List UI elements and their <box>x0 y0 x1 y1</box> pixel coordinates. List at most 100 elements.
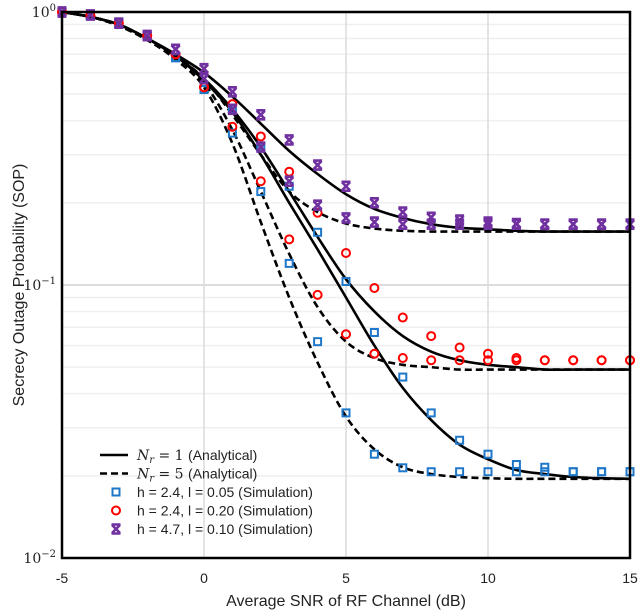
circle-marker <box>255 131 266 142</box>
x-marker-stroke <box>341 212 351 224</box>
x-marker <box>483 218 493 230</box>
square-marker <box>256 187 266 197</box>
x-marker-stroke <box>397 218 408 230</box>
circle-marker <box>426 331 437 342</box>
x-marker <box>284 175 295 188</box>
x-marker <box>227 86 238 98</box>
x-marker <box>85 9 96 21</box>
x-marker-stroke <box>511 218 522 230</box>
square-marker <box>597 467 607 477</box>
x-marker-stroke <box>369 197 380 209</box>
square-marker <box>313 337 323 347</box>
circle-marker <box>568 355 579 366</box>
circle-marker <box>227 121 238 132</box>
x-marker-stroke <box>539 218 550 230</box>
square-marker <box>426 467 436 477</box>
x-marker-stroke <box>284 175 295 188</box>
x-marker <box>369 216 380 228</box>
x-marker-stroke <box>113 17 124 29</box>
x-marker-stroke <box>568 218 579 230</box>
x-marker <box>199 62 209 75</box>
y-axis-label: Secrecy Outage Probability (SOP) <box>11 164 28 407</box>
x-marker <box>426 211 437 224</box>
x-marker-stroke <box>199 72 209 85</box>
legend-marker-x <box>111 523 121 535</box>
x-marker <box>397 218 408 230</box>
x-tick-label: 10 <box>480 570 496 586</box>
square-marker <box>568 467 578 477</box>
x-marker <box>255 141 266 153</box>
x-marker-stroke <box>312 159 323 171</box>
circle-marker <box>255 176 266 187</box>
legend-label: h = 2.4, l = 0.05 (Simulation) <box>137 484 313 500</box>
circle-marker <box>539 355 550 366</box>
circle-marker <box>369 283 380 294</box>
square-marker <box>597 467 607 477</box>
x-marker-stroke <box>483 216 493 228</box>
square-marker <box>511 460 521 470</box>
legend-label: h = 2.4, l = 0.20 (Simulation) <box>137 503 313 519</box>
square-marker <box>398 463 408 473</box>
circle-marker <box>426 355 437 366</box>
x-marker-stroke <box>142 29 153 42</box>
square-marker <box>341 276 351 286</box>
x-marker <box>142 29 153 42</box>
x-marker <box>539 218 550 230</box>
x-marker-stroke <box>284 134 295 146</box>
circle-marker <box>341 329 351 340</box>
x-marker-stroke <box>227 86 238 98</box>
x-marker-stroke <box>255 109 266 121</box>
legend-marker-square <box>111 487 121 497</box>
legend-item: Nr = 5 (Analytical) <box>100 466 257 485</box>
grid <box>62 11 630 559</box>
x-marker <box>312 159 323 171</box>
x-marker <box>454 218 465 230</box>
legend-label: Nr = 1 (Analytical) <box>136 447 257 466</box>
x-marker <box>483 216 493 228</box>
x-marker <box>227 103 238 116</box>
x-tick-label: 0 <box>200 570 208 586</box>
legend-item: h = 2.4, l = 0.05 (Simulation) <box>111 484 313 500</box>
x-marker-stroke <box>454 218 465 230</box>
x-marker-stroke <box>199 62 209 75</box>
square-marker <box>568 467 578 477</box>
legend: Nr = 1 (Analytical)Nr = 5 (Analytical)h … <box>100 447 313 537</box>
x-marker-stroke <box>397 206 408 218</box>
square-marker <box>511 467 521 477</box>
legend-item: h = 4.7, l = 0.10 (Simulation) <box>111 521 313 537</box>
circle-marker <box>312 289 323 300</box>
circle-marker <box>483 348 493 359</box>
x-marker-stroke <box>227 103 238 116</box>
square-marker <box>341 408 351 418</box>
x-marker-stroke <box>483 218 493 230</box>
legend-item: Nr = 1 (Analytical) <box>100 447 257 466</box>
square-marker <box>369 327 379 337</box>
square-marker <box>227 128 237 138</box>
x-tick-labels: -5 0 5 10 15 <box>56 570 638 586</box>
x-marker <box>312 199 323 212</box>
square-marker <box>540 467 550 477</box>
circle-marker <box>483 355 493 366</box>
x-marker <box>369 197 380 209</box>
y-tick-label: 10−2 <box>23 549 56 567</box>
legend-label: h = 4.7, l = 0.10 (Simulation) <box>137 521 313 537</box>
legend-item: h = 2.4, l = 0.20 (Simulation) <box>111 503 313 519</box>
circle-marker <box>454 342 465 353</box>
y-tick-label: 100 <box>32 3 56 21</box>
x-marker <box>170 43 181 56</box>
y-tick-label: 10−1 <box>23 276 56 294</box>
x-marker <box>113 17 124 29</box>
square-marker <box>426 408 436 418</box>
square-marker <box>483 449 493 459</box>
circle-marker <box>284 166 295 177</box>
circle-marker <box>511 355 522 366</box>
circle-marker <box>596 355 607 366</box>
legend-label: Nr = 5 (Analytical) <box>136 466 257 485</box>
x-marker <box>397 206 408 218</box>
circle-marker <box>454 355 465 366</box>
circle-marker <box>341 247 351 258</box>
x-marker-stroke <box>111 523 121 535</box>
square-marker <box>284 258 294 268</box>
legend-marker-circle <box>111 505 121 516</box>
